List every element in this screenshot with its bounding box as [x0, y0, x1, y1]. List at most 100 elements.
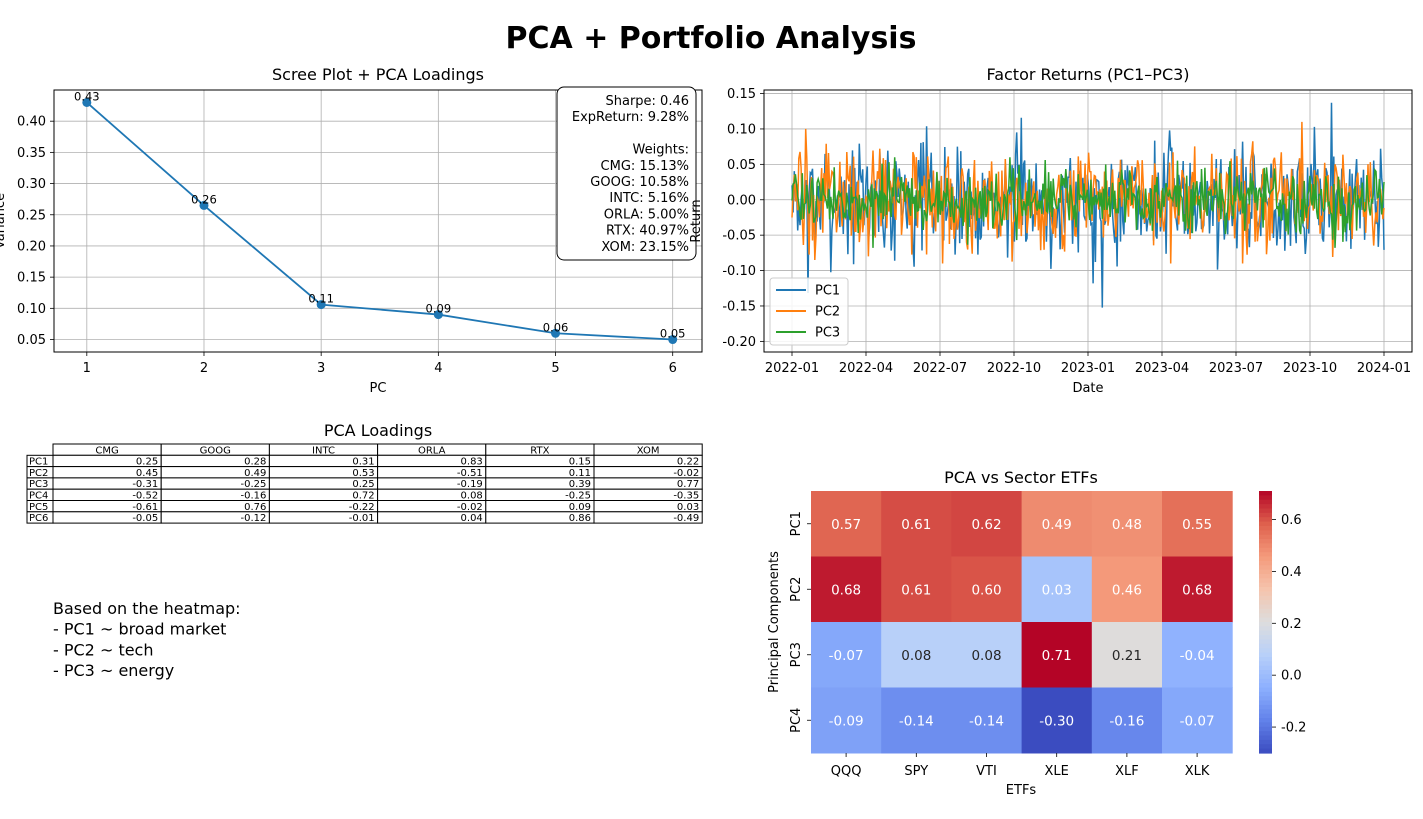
colorbar-segment	[1259, 665, 1272, 671]
factor-title: Factor Returns (PC1–PC3)	[986, 65, 1189, 84]
heatmap-cell	[951, 491, 1023, 557]
table-cell-value: -0.51	[457, 468, 483, 479]
table-cell-value: -0.35	[673, 491, 699, 502]
heatmap-ytick-label: PC2	[789, 577, 804, 602]
factor-xtick-label: 2022-04	[839, 361, 893, 376]
colorbar-tick-label: 0.2	[1281, 617, 1302, 632]
etf-heatmap: PCA vs Sector ETFs 0.57 0.61 0.62 0.49 0.48 0…	[767, 468, 1306, 798]
scree-point-label: 0.11	[308, 292, 334, 306]
factor-ylabel: Return	[689, 199, 704, 242]
scree-xlabel: PC	[370, 381, 387, 396]
colorbar-segment	[1259, 678, 1272, 684]
table-cell-value: 0.25	[136, 457, 158, 468]
colorbar-segment	[1259, 674, 1272, 680]
scree-annotation-line: Sharpe: 0.46	[605, 94, 689, 109]
colorbar-segment	[1259, 661, 1272, 667]
scree-annotation-line: GOOG: 10.58%	[590, 175, 689, 190]
colorbar-segment	[1259, 504, 1272, 510]
colorbar-tick-label: 0.0	[1281, 669, 1302, 684]
colorbar-tick-label: 0.4	[1281, 565, 1302, 580]
table-header-label: CMG	[95, 446, 118, 457]
table-row-label: PC1	[29, 457, 48, 468]
table-row-label: PC3	[29, 479, 48, 490]
scree-point-label: 0.05	[660, 327, 686, 341]
colorbar-segment	[1259, 587, 1272, 593]
legend-label-pc2: PC2	[815, 305, 840, 320]
heatmap-cell	[1091, 556, 1163, 623]
heatmap-cell-label: -0.16	[1109, 713, 1144, 729]
scree-ytick-label: 0.20	[17, 239, 46, 254]
heatmap-xtick-label: VTI	[976, 764, 997, 779]
heatmap-cell	[1162, 491, 1233, 557]
colorbar-segment	[1259, 722, 1272, 728]
heatmap-note: Based on the heatmap: - PC1 ~ broad marke…	[53, 599, 241, 680]
table-cell-value: -0.01	[349, 513, 375, 524]
factor-series	[791, 102, 1385, 308]
scree-annotation-line: ORLA: 5.00%	[604, 207, 689, 222]
table-cell-value: 0.45	[136, 468, 158, 479]
table-cell-value: 0.83	[461, 457, 483, 468]
scree-title: Scree Plot + PCA Loadings	[272, 65, 484, 84]
colorbar-segment	[1259, 635, 1272, 641]
table-cell-value: 0.39	[569, 479, 591, 490]
heatmap-cell-label: 0.62	[971, 517, 1001, 533]
colorbar-segment	[1259, 713, 1272, 719]
heatmap-ylabel: Principal Components	[767, 551, 782, 693]
factor-ytick-label: 0.10	[727, 122, 756, 137]
scree-annotation-line: Weights:	[633, 143, 689, 158]
heatmap-xtick-label: XLE	[1045, 764, 1069, 779]
loadings-table: PCA Loadings CMG GOOG INTC ORLA RTX XOM PC1 0.2…	[26, 421, 703, 524]
table-cell-value: -0.12	[241, 513, 267, 524]
heatmap-cell-label: -0.14	[899, 713, 934, 729]
colorbar-segment	[1259, 718, 1272, 724]
heatmap-cell	[1021, 556, 1093, 623]
colorbar-segment	[1259, 530, 1272, 536]
scree-point-label: 0.43	[74, 89, 100, 103]
heatmap-cell	[1021, 491, 1093, 557]
heatmap-cell	[811, 622, 882, 688]
factor-ytick-label: -0.10	[722, 264, 756, 279]
factor-ytick-label: 0.15	[727, 87, 756, 102]
colorbar-segment	[1259, 696, 1272, 702]
heatmap-cell	[1091, 491, 1163, 557]
table-cell-value: 0.11	[569, 468, 591, 479]
colorbar-segment	[1259, 495, 1272, 501]
colorbar-segment	[1259, 622, 1272, 627]
colorbar-segment	[1259, 569, 1272, 575]
heatmap-xtick-label: XLK	[1185, 764, 1210, 779]
scree-ticks: 1 2 3 4 5 6 0.05 0.10 0.15 0.20 0.25 0.30 0.35 0.40	[17, 115, 677, 376]
heatmap-cell-label: 0.68	[1182, 582, 1212, 598]
heatmap-cell	[881, 556, 952, 623]
table-row-label: PC4	[29, 491, 48, 502]
table-header-label: XOM	[637, 446, 660, 457]
table-cell-value: -0.19	[457, 479, 483, 490]
table-cell-value: -0.52	[132, 491, 158, 502]
table-cell-value: -0.25	[241, 479, 267, 490]
table-cell-value: 0.53	[352, 468, 374, 479]
colorbar-segment	[1259, 709, 1272, 715]
colorbar-segment	[1259, 565, 1272, 571]
scree-xtick-label: 3	[317, 361, 325, 376]
factor-ytick-label: -0.15	[722, 299, 756, 314]
table-cell-value: -0.49	[673, 513, 699, 524]
scree-point	[199, 200, 209, 210]
heatmap-cell-label: 0.68	[831, 582, 861, 598]
heatmap-cell-label: 0.48	[1112, 517, 1142, 533]
factor-xlabel: Date	[1072, 381, 1103, 396]
factor-legend-items: PC1 PC2 PC3	[776, 284, 840, 341]
heatmap-ytick-label: PC3	[789, 642, 804, 667]
heatmap-cell	[1091, 687, 1163, 754]
heatmap-cell	[1162, 556, 1233, 623]
factor-frame	[763, 89, 1413, 353]
heatmap-cell	[1091, 622, 1163, 688]
table-cell-value: -0.31	[132, 479, 158, 490]
table-cell-value: 0.49	[244, 468, 266, 479]
heatmap-cell	[951, 687, 1023, 754]
legend-label-pc3: PC3	[815, 326, 840, 341]
note-line: - PC1 ~ broad market	[53, 620, 226, 639]
scree-ytick-label: 0.05	[17, 333, 46, 348]
heatmap-cell-label: 0.61	[901, 582, 931, 598]
